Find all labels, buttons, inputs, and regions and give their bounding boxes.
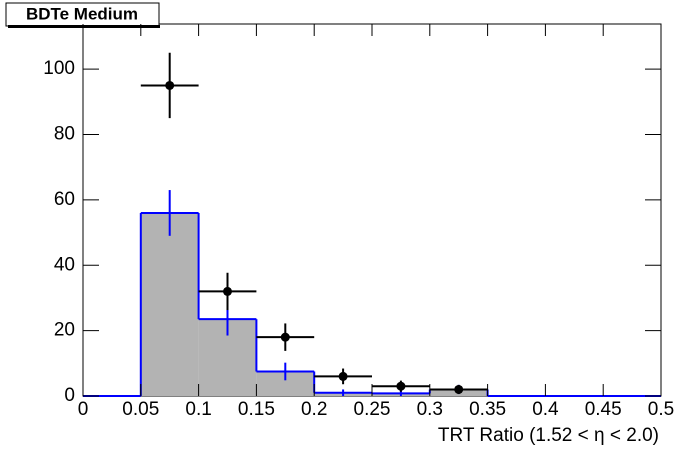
data-point <box>396 381 406 391</box>
x-tick-label: 0.35 <box>469 399 506 420</box>
data-point <box>223 286 232 296</box>
data-point <box>165 80 175 90</box>
x-tick-label: 0 <box>78 399 89 420</box>
x-tick-label: 0.2 <box>301 399 327 420</box>
chart-title: BDTe Medium <box>26 4 138 23</box>
y-tick-label: 0 <box>64 385 75 406</box>
y-tick-label: 20 <box>54 320 75 341</box>
data-point <box>338 371 348 381</box>
x-tick-label: 0.4 <box>532 399 559 420</box>
hist-bar <box>140 212 199 396</box>
x-tick-label: 0.25 <box>354 399 391 420</box>
x-tick-label: 0.1 <box>185 399 211 420</box>
y-tick-label: 40 <box>54 254 75 275</box>
y-tick-label: 100 <box>43 58 75 79</box>
data-point <box>280 332 290 342</box>
y-tick-label: 60 <box>54 189 75 210</box>
x-tick-label: 0.3 <box>417 399 443 420</box>
x-tick-label: 0.05 <box>122 399 159 420</box>
data-point <box>454 384 464 394</box>
x-tick-label: 0.45 <box>585 399 622 420</box>
y-tick-label: 80 <box>54 124 75 145</box>
title-box-shadow <box>8 25 160 28</box>
x-tick-label: 0.15 <box>238 399 275 420</box>
x-axis-label: TRT Ratio (1.52 < η < 2.0) <box>438 425 659 446</box>
x-tick-label: 0.5 <box>648 399 674 420</box>
